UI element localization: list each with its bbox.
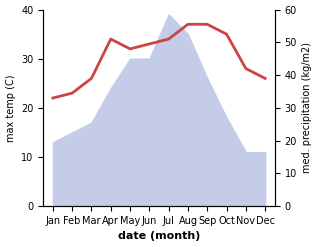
Y-axis label: med. precipitation (kg/m2): med. precipitation (kg/m2) [302, 42, 313, 173]
Y-axis label: max temp (C): max temp (C) [5, 74, 16, 142]
X-axis label: date (month): date (month) [118, 231, 200, 242]
